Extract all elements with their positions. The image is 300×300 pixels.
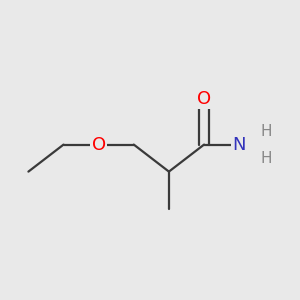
Text: O: O: [92, 136, 106, 154]
Text: O: O: [197, 90, 211, 108]
Text: N: N: [232, 136, 246, 154]
Text: H: H: [260, 124, 272, 139]
Text: H: H: [260, 151, 272, 166]
